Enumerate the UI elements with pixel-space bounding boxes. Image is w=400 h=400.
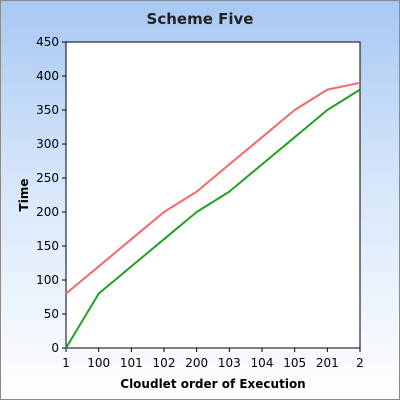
y-tick-label: 400 <box>36 69 59 83</box>
series-lines <box>65 81 361 349</box>
x-tick-label: 100 <box>87 356 110 370</box>
x-axis-label: Cloudlet order of Execution <box>120 377 305 391</box>
x-tick-label: 200 <box>185 356 208 370</box>
y-tick-label: 450 <box>36 35 59 49</box>
series-line-2 <box>65 88 361 349</box>
x-tick-label: 104 <box>251 356 274 370</box>
plot-area <box>65 41 361 349</box>
y-tick-label: 250 <box>36 171 59 185</box>
y-tick-label: 100 <box>36 273 59 287</box>
x-tick-label: 201 <box>316 356 339 370</box>
chart-title: Scheme Five <box>147 10 254 28</box>
x-axis-ticks: 1 100 101 102 200 103 104 105 201 2 <box>62 348 364 370</box>
x-tick-label: 102 <box>153 356 176 370</box>
x-tick-label: 1 <box>62 356 70 370</box>
y-axis-ticks: 0 50 100 150 200 250 300 350 400 450 <box>36 35 66 355</box>
y-axis-label: Time <box>17 179 31 212</box>
x-tick-label: 105 <box>283 356 306 370</box>
x-tick-label: 103 <box>218 356 241 370</box>
y-tick-label: 300 <box>36 137 59 151</box>
y-tick-label: 150 <box>36 239 59 253</box>
y-tick-label: 200 <box>36 205 59 219</box>
x-tick-label: 101 <box>120 356 143 370</box>
series-line-1 <box>65 81 361 295</box>
y-tick-label: 350 <box>36 103 59 117</box>
y-tick-label: 0 <box>51 341 59 355</box>
y-tick-label: 50 <box>44 307 59 321</box>
x-tick-label: 2 <box>356 356 364 370</box>
